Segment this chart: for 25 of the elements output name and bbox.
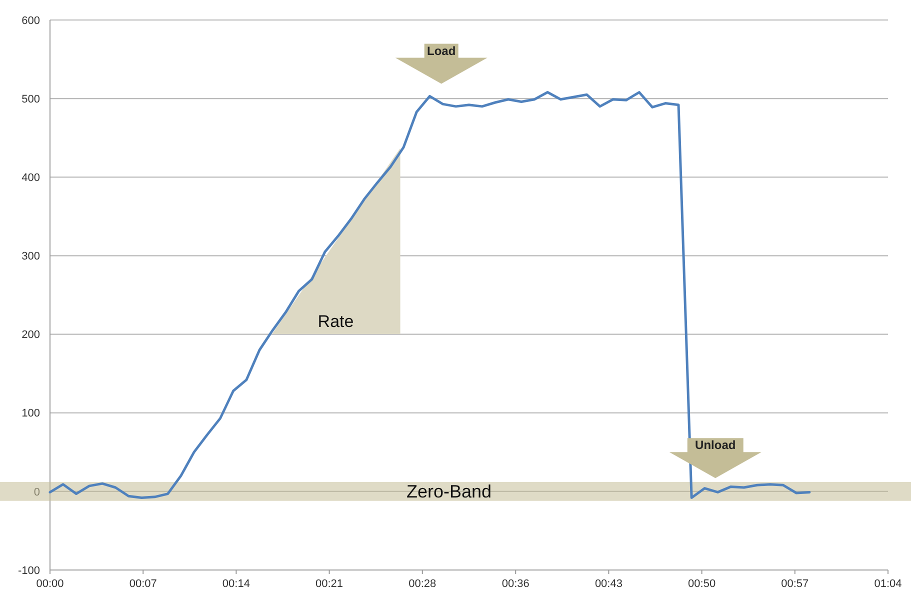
y-tick-label: 200	[22, 329, 40, 342]
x-tick-label: 00:50	[688, 578, 716, 590]
x-tick-label: 00:00	[36, 578, 64, 590]
y-tick-label: 100	[22, 408, 40, 420]
x-tick-label: 00:57	[781, 578, 809, 590]
x-tick-label: 00:21	[316, 578, 344, 590]
x-tick-label: 00:28	[408, 578, 436, 590]
x-tick-label: 00:14	[222, 578, 250, 590]
band-label: Zero-Band	[406, 482, 492, 502]
x-tick-label: 00:36	[502, 578, 530, 590]
y-tick-label: 500	[22, 93, 40, 106]
y-tick-label: 400	[22, 172, 40, 184]
y-tick-label: 0	[34, 486, 40, 498]
annotation: Rate	[318, 312, 354, 331]
y-tick-label: -100	[18, 564, 40, 577]
down-arrow-icon: Load	[395, 44, 488, 84]
y-tick-label: 300	[22, 250, 40, 263]
x-tick-label: 01:04	[874, 578, 902, 590]
x-tick-label: 00:43	[594, 578, 622, 590]
line-series	[48, 91, 811, 499]
down-arrow-icon: Unload	[669, 438, 762, 478]
annotation: Unload	[695, 438, 736, 452]
annotation: Load	[427, 44, 456, 58]
y-tick-label: 600	[22, 14, 40, 27]
x-tick-label: 00:07	[129, 578, 157, 590]
